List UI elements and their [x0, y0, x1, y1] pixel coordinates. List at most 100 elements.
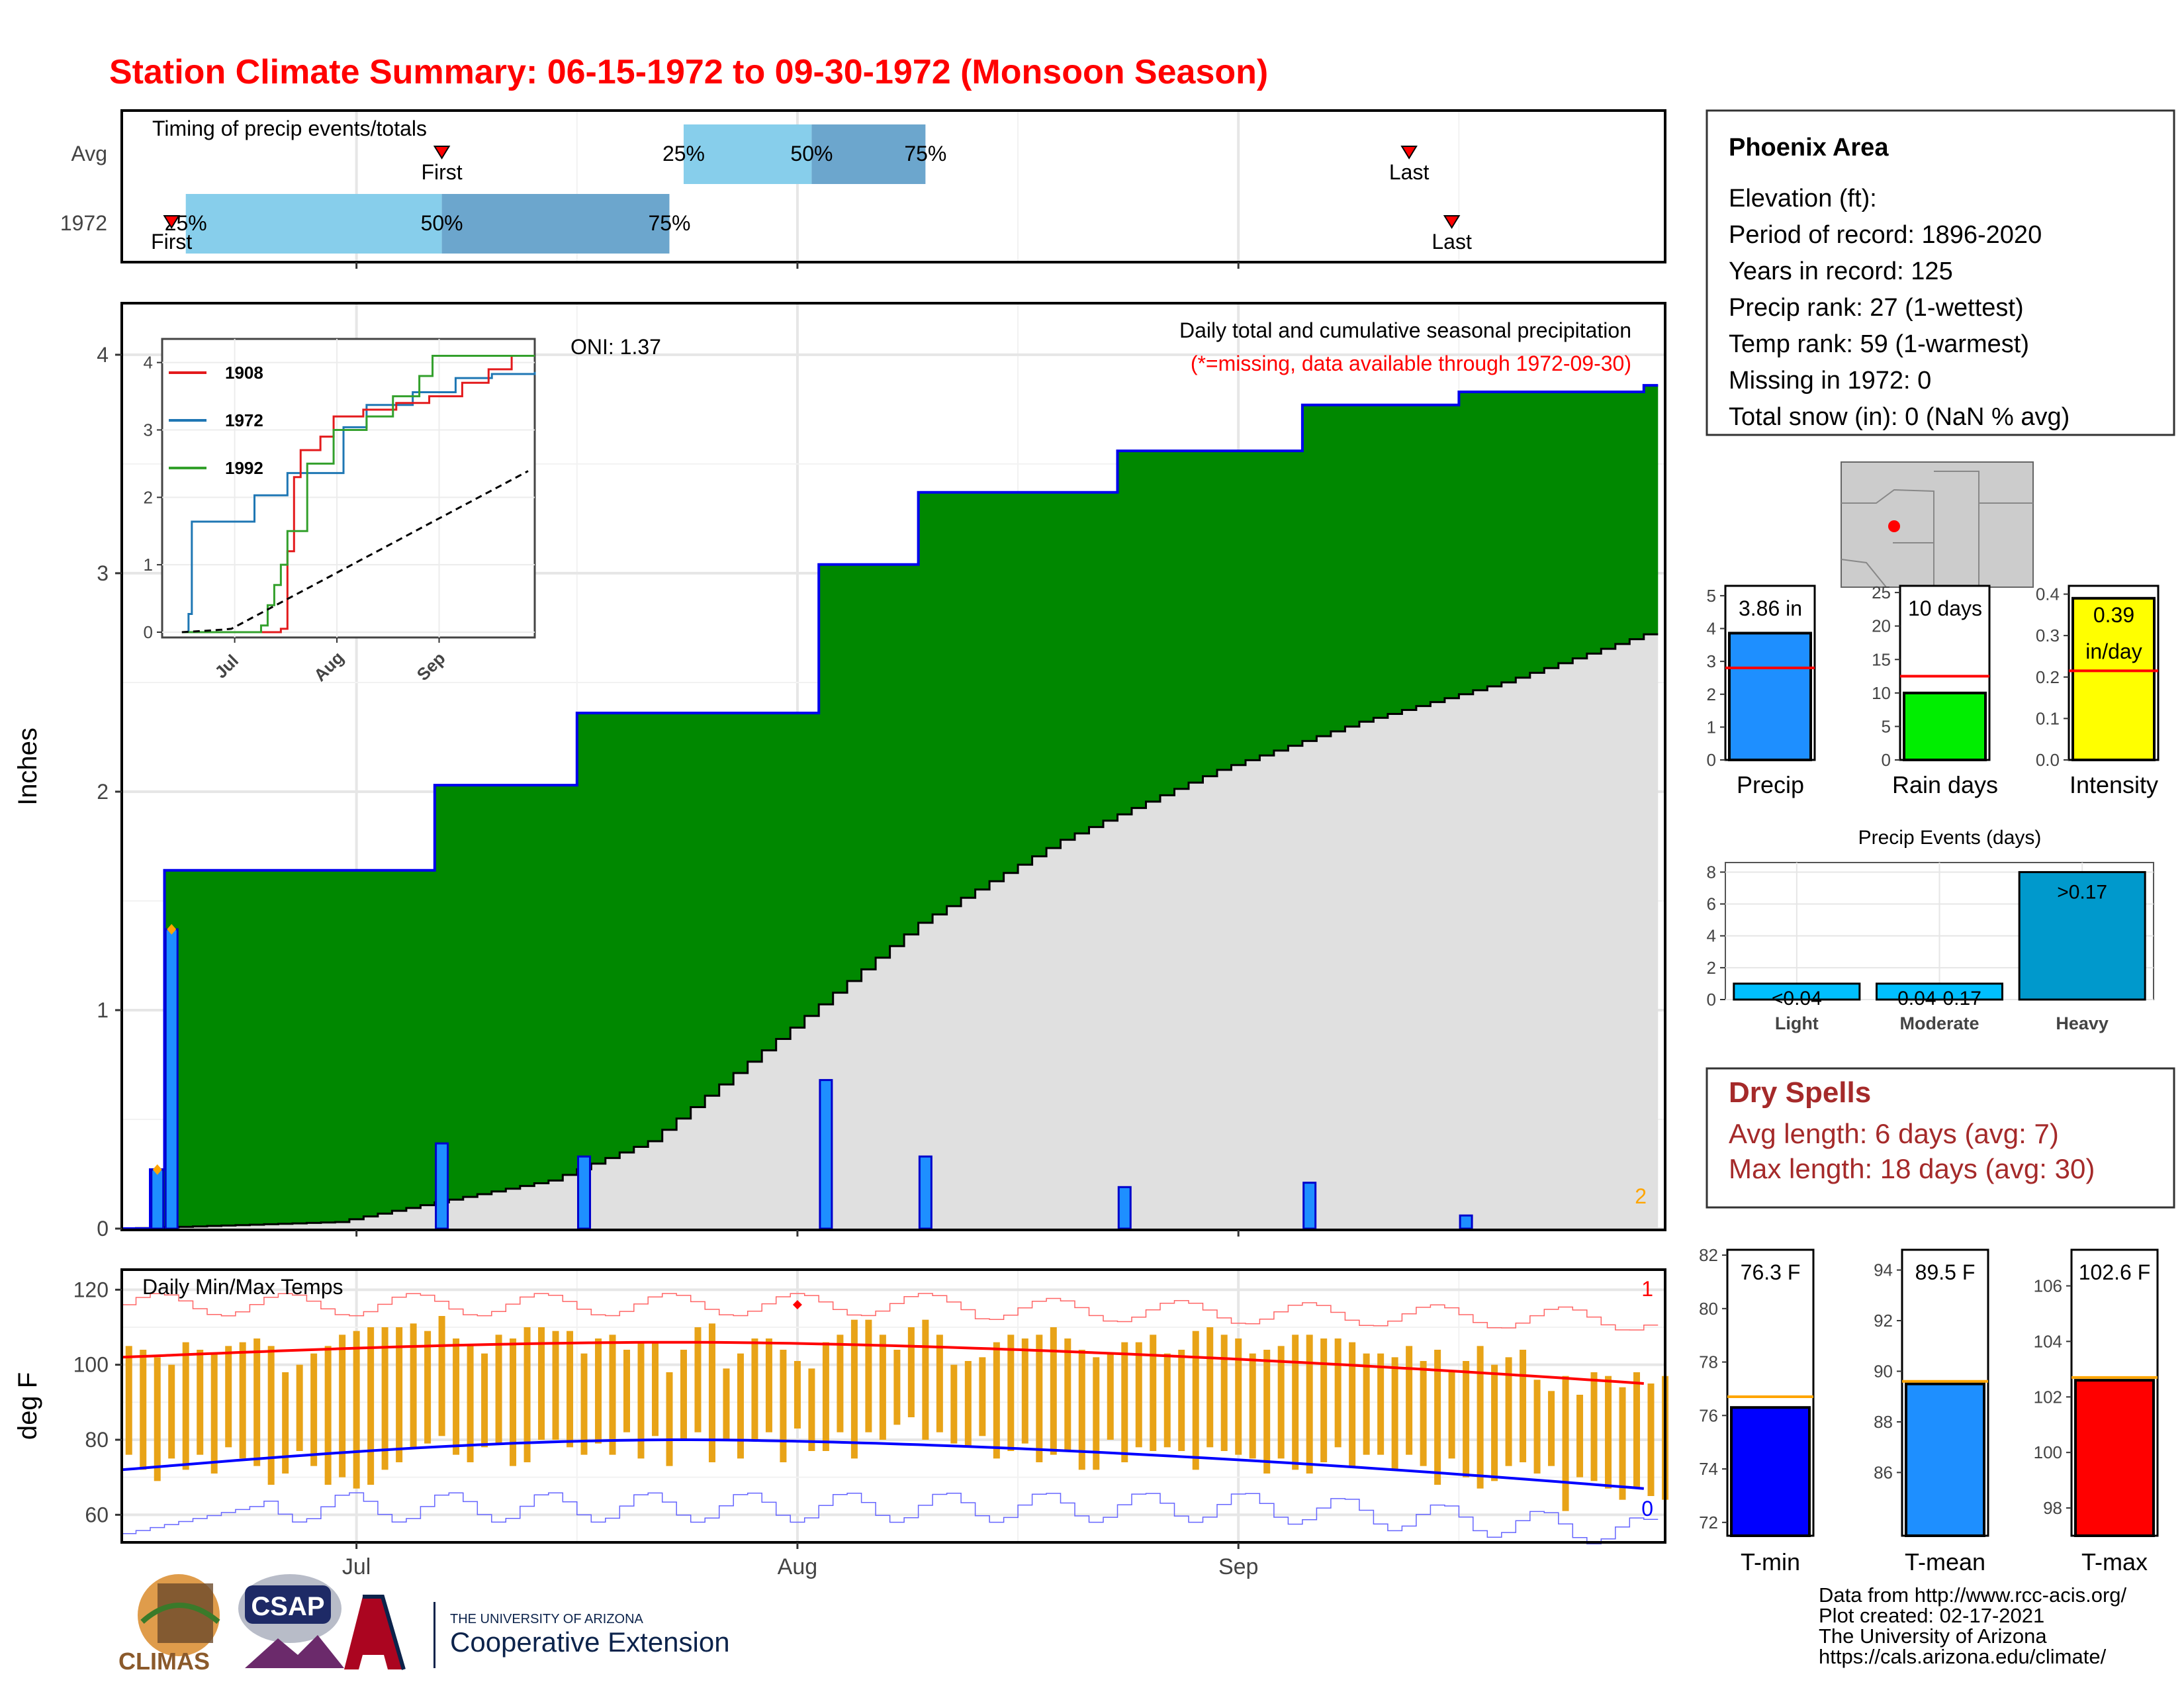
inset-legend-label: 1908 [225, 363, 263, 383]
mini-intensity-y-tick-label: 0.3 [2036, 626, 2060, 645]
mini-t-mean-y-tick-label: 90 [1874, 1362, 1893, 1382]
daily-precip-bar [1302, 1182, 1317, 1230]
mini-t-mean-bar [1905, 1382, 1985, 1537]
mini-t-mean-axis-label: T-mean [1905, 1548, 1985, 1575]
precip-events-bar-label: <0.04 [1772, 988, 1822, 1009]
timing-pct-label: 50% [790, 142, 833, 165]
dry-spells-title: Dry Spells [1729, 1076, 1871, 1109]
daily-temp-bar [1477, 1346, 1484, 1489]
mini-t-min-y-tick-label: 74 [1699, 1459, 1718, 1479]
daily-temp-bar [381, 1327, 388, 1470]
precip-events-y-tick-label: 4 [1707, 926, 1716, 946]
y-tick-label: 60 [85, 1503, 109, 1526]
footer-line: Plot created: 02-17-2021 [1819, 1604, 2044, 1627]
daily-temp-bar [1377, 1353, 1385, 1455]
daily-temp-bar [1533, 1380, 1541, 1474]
mini-intensity-value-label: 0.39 [2093, 603, 2134, 627]
timing-marker [1400, 146, 1418, 160]
daily-precip-bar [1459, 1214, 1473, 1230]
temp-count-low: 0 [1641, 1497, 1653, 1521]
daily-temp-bar [1007, 1335, 1015, 1451]
timing-pct-label: 50% [421, 211, 463, 235]
daily-temp-bar [879, 1335, 886, 1440]
daily-temp-bar [1178, 1350, 1185, 1451]
daily-temp-bar [210, 1353, 218, 1474]
timing-panel: Timing of precip events/totals Avg 1972 … [60, 109, 1666, 263]
y-tick-label: 120 [73, 1278, 109, 1301]
mini-precip-y-tick-label: 3 [1707, 651, 1716, 671]
daily-temp-bar [694, 1327, 702, 1432]
inset-y-tick-label: 1 [144, 555, 153, 575]
footer-line: https://cals.arizona.edu/climate/ [1819, 1645, 2107, 1668]
daily-temp-bar [936, 1335, 943, 1432]
daily-temp-bar [808, 1368, 815, 1451]
daily-temp-bar [580, 1353, 588, 1455]
main-ylabel: Inches [13, 727, 42, 806]
ua-logo-big-text: Cooperative Extension [450, 1626, 730, 1658]
mini-rain-days-y-tick-label: 5 [1882, 716, 1891, 736]
precip-events-category-label: Light [1775, 1013, 1819, 1033]
mini-intensity-y-tick-label: 0.0 [2036, 750, 2060, 770]
mini-intensity-y-tick-label: 0.1 [2036, 708, 2060, 728]
timing-marker [433, 146, 451, 160]
daily-temp-bar [1590, 1372, 1598, 1481]
daily-temp-bar [1349, 1342, 1356, 1466]
daily-temp-bar [637, 1342, 645, 1459]
daily-temp-bar [708, 1323, 715, 1462]
daily-temp-bar [367, 1327, 375, 1485]
mini-t-min-axis-label: T-min [1741, 1548, 1800, 1575]
precip-events-y-tick-label: 2 [1707, 958, 1716, 978]
daily-precip-bar [918, 1155, 933, 1230]
cumulative-1972-line [122, 384, 1659, 1230]
mini-precip-y-tick-label: 2 [1707, 684, 1716, 704]
daily-temp-bar [168, 1364, 175, 1459]
average-min-temp-line [121, 1438, 1644, 1490]
daily-temp-bar [1206, 1327, 1214, 1448]
y-tick-label: 1 [97, 998, 109, 1022]
daily-temp-bar [424, 1331, 432, 1444]
inset-average-line [181, 470, 529, 633]
inset-y-tick-label: 2 [144, 487, 153, 507]
station-info-line: Missing in 1972: 0 [1729, 367, 1931, 395]
daily-temp-bar [125, 1346, 132, 1455]
daily-temp-bar [1192, 1331, 1199, 1470]
precip-events-bar [1876, 982, 2003, 1001]
y-tick-label: 2 [97, 780, 109, 804]
station-info-line: Total snow (in): 0 (NaN % avg) [1729, 403, 2070, 431]
daily-temp-bar [1491, 1364, 1498, 1481]
average-max-temp-line [121, 1340, 1644, 1385]
daily-temp-bar [865, 1319, 872, 1432]
daily-temp-bar [850, 1319, 858, 1459]
daily-temp-bar [552, 1331, 559, 1440]
mini-t-mean-y-tick-label: 92 [1874, 1311, 1893, 1331]
university-of-arizona-logo: THE UNIVERSITY OF ARIZONA Cooperative Ex… [344, 1595, 730, 1670]
daily-temp-bar [324, 1346, 332, 1485]
daily-temp-bar [1163, 1353, 1171, 1448]
daily-temp-bar [1391, 1357, 1398, 1470]
inset-line-1972 [181, 371, 536, 633]
daily-temp-bar [567, 1331, 574, 1448]
mini-t-max-y-tick-label: 106 [2034, 1276, 2062, 1296]
daily-temp-bar [239, 1342, 246, 1459]
daily-temp-bar [1135, 1342, 1142, 1448]
mini-t-min-y-tick-label: 82 [1699, 1245, 1718, 1265]
mini-precip-y-tick-label: 0 [1707, 750, 1716, 770]
daily-temp-bar [1448, 1372, 1455, 1459]
mini-precip-y-tick-label: 5 [1707, 586, 1716, 606]
oni-label: ONI: 1.37 [570, 335, 661, 359]
mini-t-max-axis-label: T-max [2081, 1548, 2148, 1575]
count-label: 2 [1635, 1184, 1647, 1208]
mini-t-max-y-tick-label: 100 [2034, 1442, 2062, 1462]
timing-last-label: Last [1432, 230, 1472, 254]
daily-temp-bar [1505, 1357, 1512, 1466]
mini-t-max-bar [2074, 1379, 2155, 1537]
daily-temp-bar [1562, 1376, 1569, 1511]
footer-credits: Data from http://www.rcc-acis.org/ Plot … [1819, 1583, 2127, 1668]
mini-rain-days-y-tick-label: 15 [1872, 649, 1891, 669]
precip-events-bar-label: >0.17 [2057, 881, 2107, 903]
inset-y-tick-label: 4 [144, 353, 153, 373]
precip-events-title: Precip Events (days) [1858, 827, 2042, 849]
daily-temp-bar [396, 1327, 403, 1462]
daily-temp-bar [1064, 1338, 1071, 1451]
daily-temp-bar [837, 1335, 844, 1432]
